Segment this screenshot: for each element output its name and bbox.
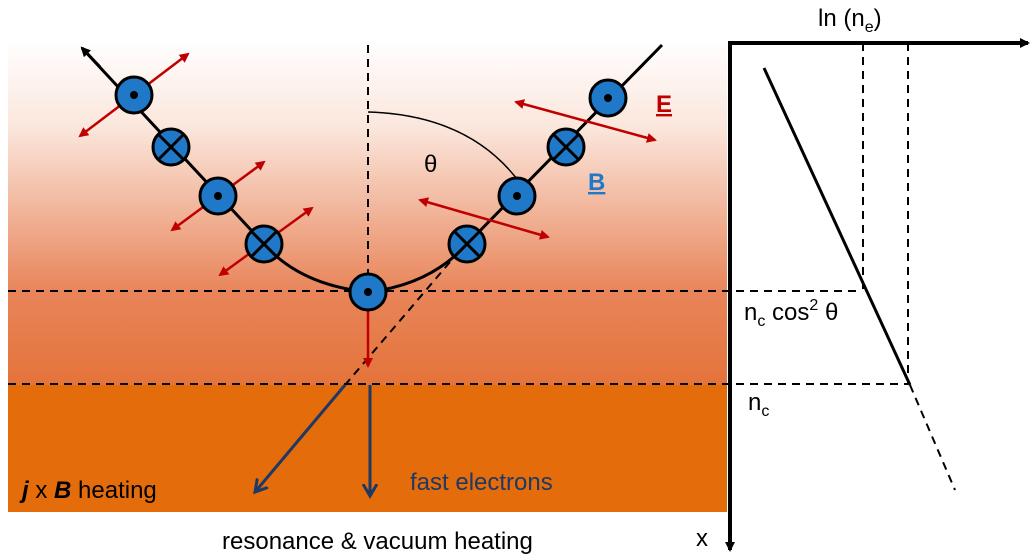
label-part: x <box>29 477 54 504</box>
b-field-markers <box>114 75 628 312</box>
jxb-arrow <box>255 384 347 492</box>
label-part: j <box>19 477 30 504</box>
guide-lines <box>8 43 956 491</box>
level-label: nc cos2 θ <box>744 297 838 330</box>
label-part: cos <box>765 299 809 326</box>
b-label: B <box>588 169 605 196</box>
label-part: ln (n <box>818 5 865 32</box>
label-part: n <box>744 299 757 326</box>
density-profile <box>762 67 912 386</box>
angle-label: θ <box>424 151 437 178</box>
label-part: n <box>748 389 761 416</box>
jxb-label: j x B heating <box>19 477 157 504</box>
label-subscript: e <box>865 19 874 36</box>
label-superscript: 2 <box>809 297 818 314</box>
angle-arc <box>367 111 521 184</box>
label-subscript: c <box>757 313 765 330</box>
resonance-label: resonance & vacuum heating <box>222 528 533 555</box>
fast-electrons-label: fast electrons <box>410 469 553 496</box>
x-axis-label: x <box>696 525 708 552</box>
label-part: B <box>54 477 71 504</box>
e-label: E <box>656 91 672 118</box>
label-part: heating <box>71 477 156 504</box>
density-axis-label: ln (ne) <box>818 5 882 36</box>
label-part: ) <box>874 5 882 32</box>
label-subscript: c <box>761 403 769 420</box>
label-part: θ <box>818 299 838 326</box>
level-label: nc <box>748 389 769 420</box>
